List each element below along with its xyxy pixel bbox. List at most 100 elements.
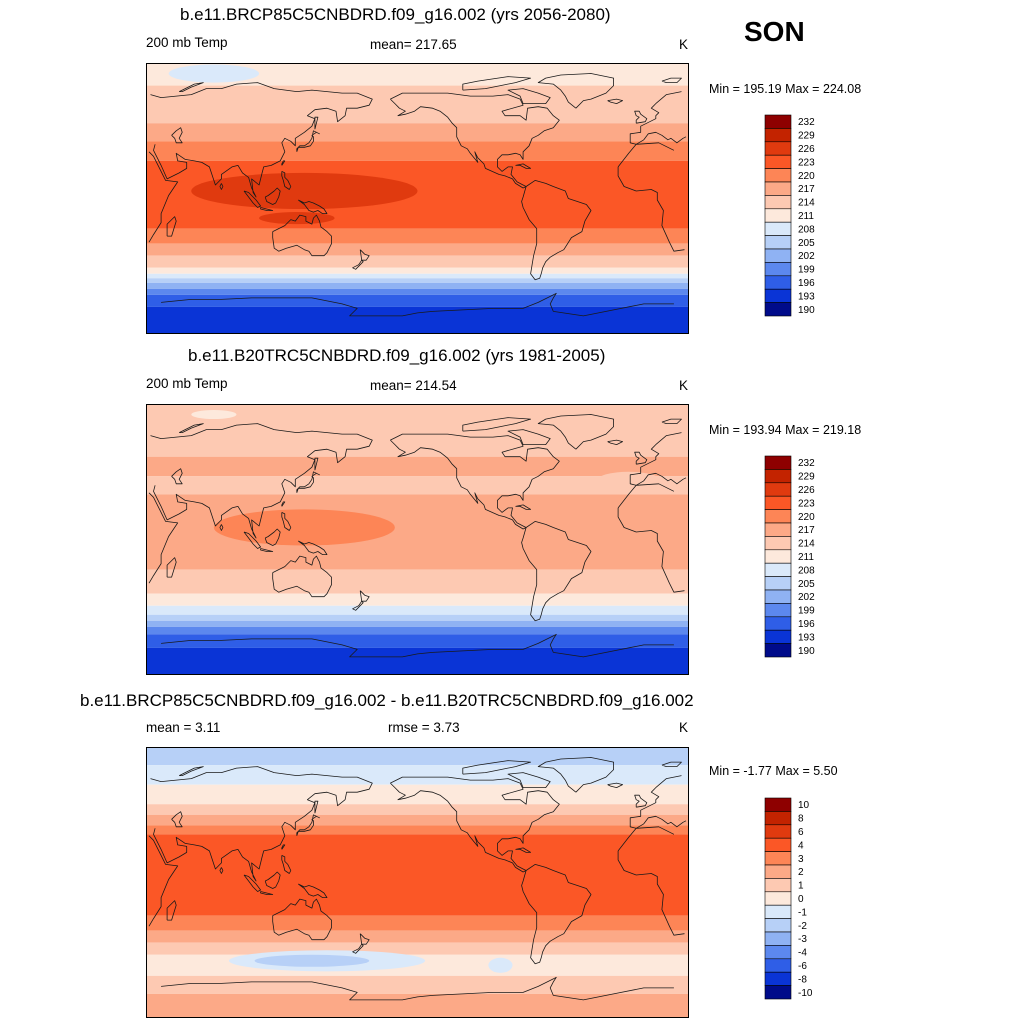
panel-1-philippines-coast (281, 171, 292, 190)
panel-2-colorbar-box-7 (764, 549, 792, 564)
panel-1-colorbar-label-8: 208 (798, 224, 815, 235)
panel-3-colorbar-label-4: 3 (798, 854, 804, 865)
panel-2-new-zealand-south-coast (352, 600, 364, 611)
panel-2-colorbar-label-9: 205 (798, 579, 815, 590)
panel-2-colorbar: 232 229 226 223 220 217 214 211 208 205 202 199 196 1… (764, 455, 815, 658)
panel-2-colorbar-box-4 (764, 509, 792, 524)
panel-1-colorbar-box-11 (764, 262, 792, 277)
panel-3-band-1 (146, 765, 689, 785)
panel-3-colorbar-box-7 (764, 891, 792, 906)
panel-1-colorbar-label-13: 193 (798, 291, 815, 302)
panel-3-north-america-coast (390, 776, 560, 873)
panel-3-greenland-coast (537, 757, 614, 793)
panel-2-blob-1 (191, 410, 237, 420)
panel-2-map (146, 404, 689, 675)
panel-2-colorbar-box-8 (764, 562, 792, 577)
panel-1-band-7 (146, 255, 689, 268)
panel-2-band-8 (146, 620, 689, 627)
panel-1-colorbar-box-9 (764, 235, 792, 250)
panel-3-blob-1 (254, 954, 370, 967)
panel-1-colorbar-label-2: 226 (798, 144, 815, 155)
panel-2-hokkaido-sakhalin-coast (314, 457, 319, 471)
panel-1-new-guinea-coast (298, 199, 328, 214)
panel-1-colorbar-box-5 (764, 181, 792, 196)
panel-1-arctic-islands-coast (462, 76, 531, 91)
panel-2-uk-coast (634, 451, 648, 465)
panel-1-svalbard-coast (661, 77, 682, 83)
panel-3-uk-coast (634, 794, 648, 808)
panel-2-colorbar-label-0: 232 (798, 458, 815, 469)
panel-2-band-4 (146, 569, 689, 594)
panel-1-band-2 (146, 123, 689, 142)
panel-3-south-america-coast (521, 864, 592, 965)
panel-2-contour-blobs (191, 410, 659, 546)
panel-2-units: K (679, 378, 689, 393)
panel-3-band-11 (146, 975, 689, 994)
panel-2-colorbar-label-8: 208 (798, 565, 815, 576)
panel-2-svalbard-coast (661, 418, 682, 424)
panel-2-colorbar-label-13: 193 (798, 632, 815, 643)
panel-3-antarctica-coast (161, 976, 674, 1001)
panel-1-colorbar-box-14 (764, 302, 792, 317)
panel-1-australia-coast (272, 214, 332, 257)
panel-2-iceland-coast (607, 439, 623, 445)
panel-1-hokkaido-sakhalin-coast (314, 116, 319, 130)
panel-3-hokkaido-sakhalin-coast (314, 800, 319, 814)
panel-1-band-3 (146, 141, 689, 161)
panel-3-new-zealand-coast (359, 933, 370, 945)
panel-3-eurasia-coast (150, 766, 687, 882)
panel-1-band-5 (146, 228, 689, 244)
panel-1-coastlines (148, 73, 687, 317)
panel-3-colorbar-box-10 (764, 931, 792, 946)
panel-3-colorbar-label-8: -1 (798, 907, 807, 918)
panel-3-colorbar-label-3: 4 (798, 840, 804, 851)
panel-1-sri-lanka-coast (219, 183, 224, 190)
panel-3-contour-blobs (228, 950, 513, 973)
panel-1-sumatra-coast (243, 190, 261, 208)
panel-3-sri-lanka-coast (219, 867, 224, 874)
panel-1-colorbar-label-5: 217 (798, 184, 815, 195)
panel-1-colorbar-box-6 (764, 195, 792, 210)
panel-1-title: b.e11.BRCP85C5CNBDRD.f09_g16.002 (yrs 20… (180, 5, 611, 24)
panel-3-cuba-coast (515, 847, 531, 853)
panel-3-japan-coast (296, 814, 320, 836)
panel-3-iceland-coast (607, 782, 623, 788)
panel-3-colorbar-label-0: 10 (798, 800, 810, 811)
panel-1-japan-coast (296, 130, 320, 152)
panel-1-colorbar-label-11: 199 (798, 265, 815, 276)
panel-1-band-12 (146, 288, 689, 295)
panel-3-band-4 (146, 814, 689, 826)
panel-1-contour-bands (146, 63, 689, 334)
panel-2-minmax: Min = 193.94 Max = 219.18 (709, 423, 862, 437)
panel-1-java-coast (260, 207, 274, 211)
panel-1-baffin-coast (507, 88, 551, 104)
panel-1-colorbar-box-8 (764, 221, 792, 236)
panel-3-new-guinea-coast (298, 883, 328, 898)
panel-2-contour-plot (146, 404, 689, 675)
panel-1-caspian-coast (171, 127, 183, 144)
panel-1-greenland-coast (537, 73, 614, 109)
panel-2-colorbar-label-2: 226 (798, 485, 815, 496)
panel-3-svalbard-coast (661, 761, 682, 767)
panel-3-colorbar-box-14 (764, 985, 792, 1000)
panel-1-band-0 (146, 63, 689, 86)
panel-2-colorbar-label-3: 223 (798, 498, 815, 509)
panel-3-philippines-coast (281, 855, 292, 874)
panel-2-north-america-coast (390, 433, 560, 530)
panel-2-band-11 (146, 647, 689, 675)
panel-2-colorbar-label-6: 214 (798, 539, 815, 550)
panel-3-colorbar-box-0 (764, 797, 792, 812)
panel-1-contour-blobs (168, 64, 418, 225)
panel-2-colorbar-box-5 (764, 522, 792, 537)
panel-2-variable: 200 mb Temp (146, 376, 228, 391)
panel-2-colorbar-label-5: 217 (798, 525, 815, 536)
panel-1-colorbar-label-9: 205 (798, 238, 815, 249)
panel-3-rmse: rmse = 3.73 (388, 720, 460, 735)
panel-3-colorbar-box-12 (764, 958, 792, 973)
panel-3-colorbar-box-2 (764, 824, 792, 839)
panel-1-new-zealand-coast (359, 249, 370, 261)
panel-1-eurasia-coast (150, 82, 687, 198)
panel-2-borneo-coast (264, 528, 281, 546)
panel-3-colorbar-label-6: 1 (798, 881, 804, 892)
panel-1-colorbar-box-0 (764, 114, 792, 129)
